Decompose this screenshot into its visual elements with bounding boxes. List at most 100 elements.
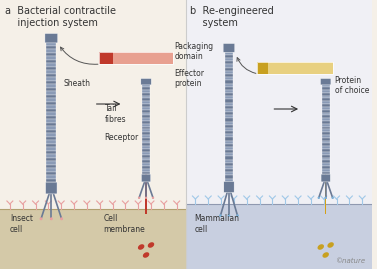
Bar — [225, 90, 233, 93]
Bar — [46, 151, 56, 154]
Bar — [225, 179, 233, 182]
Bar — [322, 155, 329, 158]
Bar — [225, 55, 233, 58]
Bar — [225, 52, 233, 55]
Bar — [322, 129, 329, 132]
Bar — [225, 65, 233, 68]
Bar — [46, 91, 56, 95]
Bar — [46, 119, 56, 123]
Bar — [46, 179, 56, 182]
Text: Packaging
domain: Packaging domain — [175, 42, 214, 61]
Bar — [142, 101, 150, 104]
Ellipse shape — [138, 244, 144, 250]
Bar — [46, 109, 56, 112]
Bar — [322, 127, 329, 129]
Ellipse shape — [327, 242, 334, 248]
Bar — [225, 61, 233, 65]
Bar — [185, 0, 372, 269]
FancyBboxPatch shape — [46, 182, 57, 194]
Bar — [142, 141, 150, 143]
Bar — [225, 96, 233, 99]
Text: ©nature: ©nature — [335, 258, 365, 264]
Text: Protein
of choice: Protein of choice — [334, 76, 369, 95]
Bar — [46, 60, 56, 63]
Bar — [142, 107, 150, 110]
Bar — [322, 90, 329, 93]
Bar — [46, 88, 56, 91]
Bar — [142, 98, 150, 101]
Bar — [142, 169, 150, 172]
Bar — [46, 105, 56, 109]
Bar — [322, 163, 329, 166]
Bar — [46, 112, 56, 116]
Bar — [225, 115, 233, 118]
Bar — [46, 98, 56, 102]
Bar — [322, 160, 329, 163]
Bar — [46, 53, 56, 56]
Bar — [225, 83, 233, 87]
Bar — [225, 169, 233, 172]
Bar — [46, 63, 56, 67]
Bar — [225, 144, 233, 147]
Bar — [322, 87, 329, 90]
Circle shape — [331, 197, 334, 199]
Bar — [225, 106, 233, 109]
Text: Receptor: Receptor — [104, 133, 139, 141]
Bar — [225, 71, 233, 74]
Bar — [142, 87, 150, 90]
Bar — [46, 70, 56, 74]
Text: Sheath: Sheath — [63, 80, 90, 89]
Bar — [46, 168, 56, 172]
Bar — [225, 134, 233, 137]
Bar — [322, 158, 329, 160]
Bar — [225, 157, 233, 160]
Bar — [322, 143, 329, 146]
Bar — [225, 93, 233, 96]
Bar — [322, 141, 329, 143]
FancyBboxPatch shape — [141, 174, 151, 182]
Bar — [225, 58, 233, 61]
Bar — [142, 115, 150, 118]
Bar — [142, 124, 150, 127]
FancyArrowPatch shape — [60, 47, 98, 64]
Circle shape — [40, 217, 43, 220]
Bar — [325, 79, 326, 214]
Bar — [322, 172, 329, 174]
Bar — [142, 93, 150, 96]
Bar — [322, 98, 329, 101]
Circle shape — [145, 197, 147, 199]
Bar — [142, 112, 150, 115]
Bar — [142, 132, 150, 135]
Bar — [225, 77, 233, 80]
Bar — [225, 147, 233, 150]
Bar — [46, 165, 56, 168]
Bar — [185, 204, 372, 269]
Bar — [145, 79, 147, 214]
Bar — [142, 149, 150, 152]
Bar — [51, 34, 52, 182]
Bar — [0, 0, 185, 269]
Bar — [257, 62, 268, 74]
Bar — [225, 166, 233, 169]
Bar — [142, 121, 150, 124]
Bar — [46, 56, 56, 60]
Bar — [322, 169, 329, 172]
Bar — [225, 99, 233, 102]
Bar — [322, 101, 329, 104]
Bar — [225, 137, 233, 141]
Bar — [225, 102, 233, 106]
Bar — [142, 84, 150, 87]
Bar — [142, 118, 150, 121]
Bar — [46, 144, 56, 147]
Bar — [225, 118, 233, 122]
Text: Cell
membrane: Cell membrane — [104, 214, 146, 234]
Bar — [322, 135, 329, 138]
Bar — [46, 84, 56, 88]
Bar — [225, 175, 233, 179]
Bar — [142, 146, 150, 149]
Bar — [257, 62, 333, 74]
Bar — [46, 123, 56, 126]
Bar — [46, 116, 56, 119]
Bar — [228, 44, 230, 182]
FancyBboxPatch shape — [141, 79, 151, 85]
